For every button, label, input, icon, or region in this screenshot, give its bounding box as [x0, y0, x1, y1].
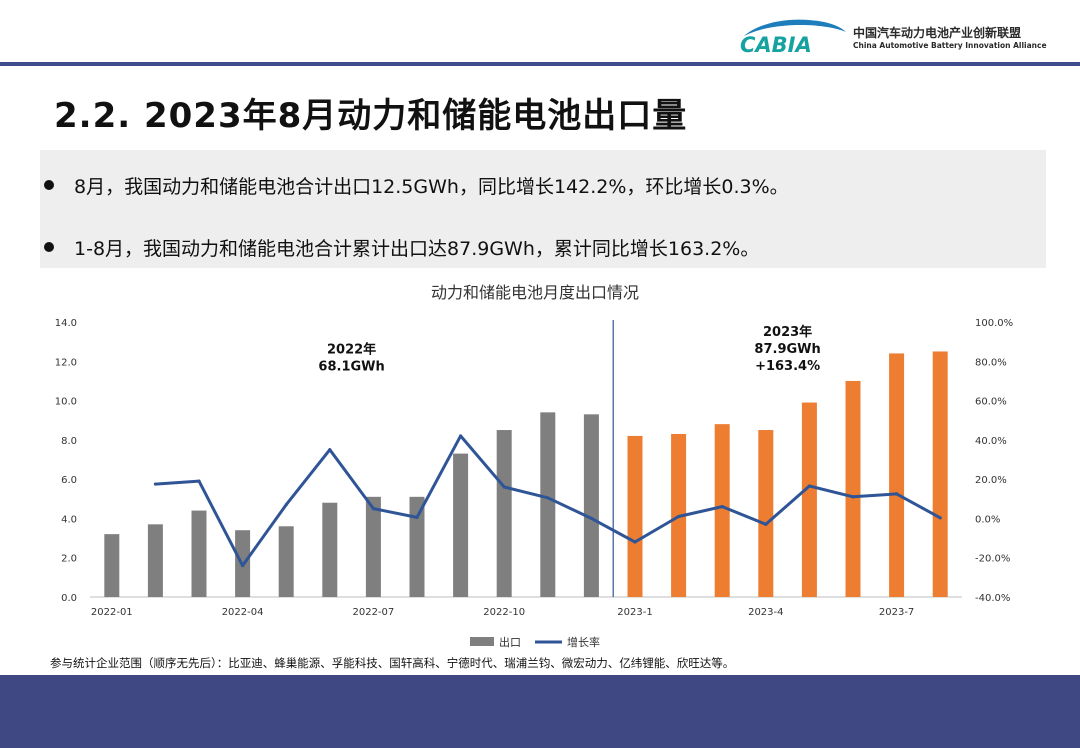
- bar-2022-01: [104, 534, 120, 597]
- annotation-text: 68.1GWh: [318, 359, 384, 374]
- growth-point-2022-10: [502, 485, 506, 489]
- y-tick-label: 12.0: [55, 357, 77, 368]
- x-tick-label: 2023-1: [617, 607, 652, 618]
- legend-label-export: 出口: [499, 635, 521, 649]
- bar-2022-03: [191, 510, 207, 597]
- growth-point-2022-02: [153, 482, 157, 486]
- bar-2022-12: [583, 414, 599, 597]
- annotation-text: 2023年: [763, 324, 812, 340]
- y2-tick-label: 40.0%: [975, 436, 1007, 447]
- org-name-en: China Automotive Battery Innovation Alli…: [853, 41, 1047, 50]
- y2-tick-label: 0.0%: [975, 514, 1000, 525]
- org-name-cn: 中国汽车动力电池产业创新联盟: [853, 26, 1022, 40]
- growth-point-2022-11: [546, 496, 550, 500]
- bullet-dot-icon: [44, 180, 54, 190]
- annotation-text: 87.9GWh: [754, 342, 820, 357]
- bar-2023-4: [758, 430, 774, 597]
- growth-point-2022-12: [589, 516, 594, 521]
- y-tick-label: 0.0: [61, 593, 77, 604]
- bar-2022-09: [453, 453, 469, 597]
- y2-tick-label: -20.0%: [975, 554, 1010, 565]
- chart-title: 动力和储能电池月度出口情况: [431, 283, 639, 302]
- annotation-text: +163.4%: [755, 359, 820, 374]
- growth-point-2022-04: [241, 563, 245, 568]
- bar-2023-1: [627, 435, 643, 597]
- growth-point-2023-6: [851, 495, 855, 499]
- growth-point-2023-2: [677, 514, 681, 519]
- cabia-logo: CABIA 中国汽车动力电池产业创新联盟 China Automotive Ba…: [738, 14, 1068, 56]
- growth-point-2023-7: [895, 492, 899, 496]
- y2-tick-label: 100.0%: [975, 318, 1013, 329]
- bar-2023-8: [932, 351, 948, 597]
- bar-2022-08: [409, 496, 425, 597]
- x-tick-label: 2022-10: [483, 607, 525, 618]
- legend-bar-swatch: [470, 637, 494, 646]
- bar-2023-6: [845, 380, 861, 597]
- bar-2023-5: [801, 402, 817, 597]
- bullet-text: 1-8月，我国动力和储能电池合计累计出口达87.9GWh，累计同比增长163.2…: [74, 238, 760, 260]
- bar-2022-02: [147, 524, 163, 597]
- bar-2022-07: [365, 496, 381, 597]
- growth-point-2022-07: [371, 507, 375, 511]
- footer-band: [0, 675, 1080, 748]
- bar-2023-7: [889, 353, 905, 597]
- growth-point-2023-4: [764, 522, 768, 526]
- x-tick-label: 2023-4: [748, 607, 783, 618]
- page-title: 2.2. 2023年8月动力和储能电池出口量: [54, 96, 688, 136]
- car-logo-icon: CABIA: [740, 19, 846, 56]
- y2-tick-label: 60.0%: [975, 397, 1007, 408]
- growth-point-2022-05: [284, 503, 288, 507]
- legend-label-growth: 增长率: [567, 635, 600, 649]
- summary-box: 8月，我国动力和储能电池合计出口12.5GWh，同比增长142.2%，环比增长0…: [40, 150, 1046, 268]
- growth-point-2023-8: [938, 516, 942, 520]
- growth-point-2022-06: [328, 448, 332, 452]
- y2-tick-label: 20.0%: [975, 475, 1007, 486]
- bullet-text: 8月，我国动力和储能电池合计出口12.5GWh，同比增长142.2%，环比增长0…: [74, 176, 789, 198]
- y-tick-label: 10.0: [55, 397, 77, 408]
- bar-2023-3: [714, 424, 730, 597]
- y2-tick-label: -40.0%: [975, 593, 1010, 604]
- bar-2022-11: [540, 412, 556, 597]
- bar-2022-05: [278, 526, 294, 597]
- logo-text: CABIA: [740, 33, 812, 56]
- growth-point-2023-3: [720, 505, 724, 509]
- x-tick-label: 2022-01: [91, 607, 133, 618]
- x-tick-label: 2022-04: [222, 607, 264, 618]
- growth-point-2022-09: [459, 434, 463, 438]
- header-divider: [0, 62, 1080, 66]
- bar-2022-06: [322, 502, 338, 597]
- growth-point-2023-1: [633, 540, 637, 544]
- y-tick-label: 8.0: [61, 436, 77, 447]
- export-chart: 动力和储能电池月度出口情况 0.0 2.0 4.0 6.0 8.0 10.0 12.0 14.0…: [55, 283, 1013, 649]
- growth-point-2023-5: [807, 484, 812, 488]
- y-tick-label: 14.0: [55, 318, 77, 329]
- y-tick-label: 2.0: [61, 554, 77, 565]
- x-tick-label: 2022-07: [353, 607, 395, 618]
- y-tick-label: 4.0: [61, 514, 77, 525]
- footnote: 参与统计企业范围（顺序无先后）：比亚迪、蜂巢能源、孚能科技、国轩高科、宁德时代、…: [50, 656, 735, 670]
- growth-point-2022-08: [415, 515, 419, 520]
- growth-point-2022-03: [197, 479, 201, 483]
- y2-tick-label: 80.0%: [975, 357, 1007, 368]
- annotation-text: 2022年: [327, 341, 376, 357]
- y-tick-label: 6.0: [61, 475, 77, 486]
- bar-2022-10: [496, 430, 512, 597]
- x-tick-label: 2023-7: [879, 607, 914, 618]
- bullet-dot-icon: [44, 242, 54, 252]
